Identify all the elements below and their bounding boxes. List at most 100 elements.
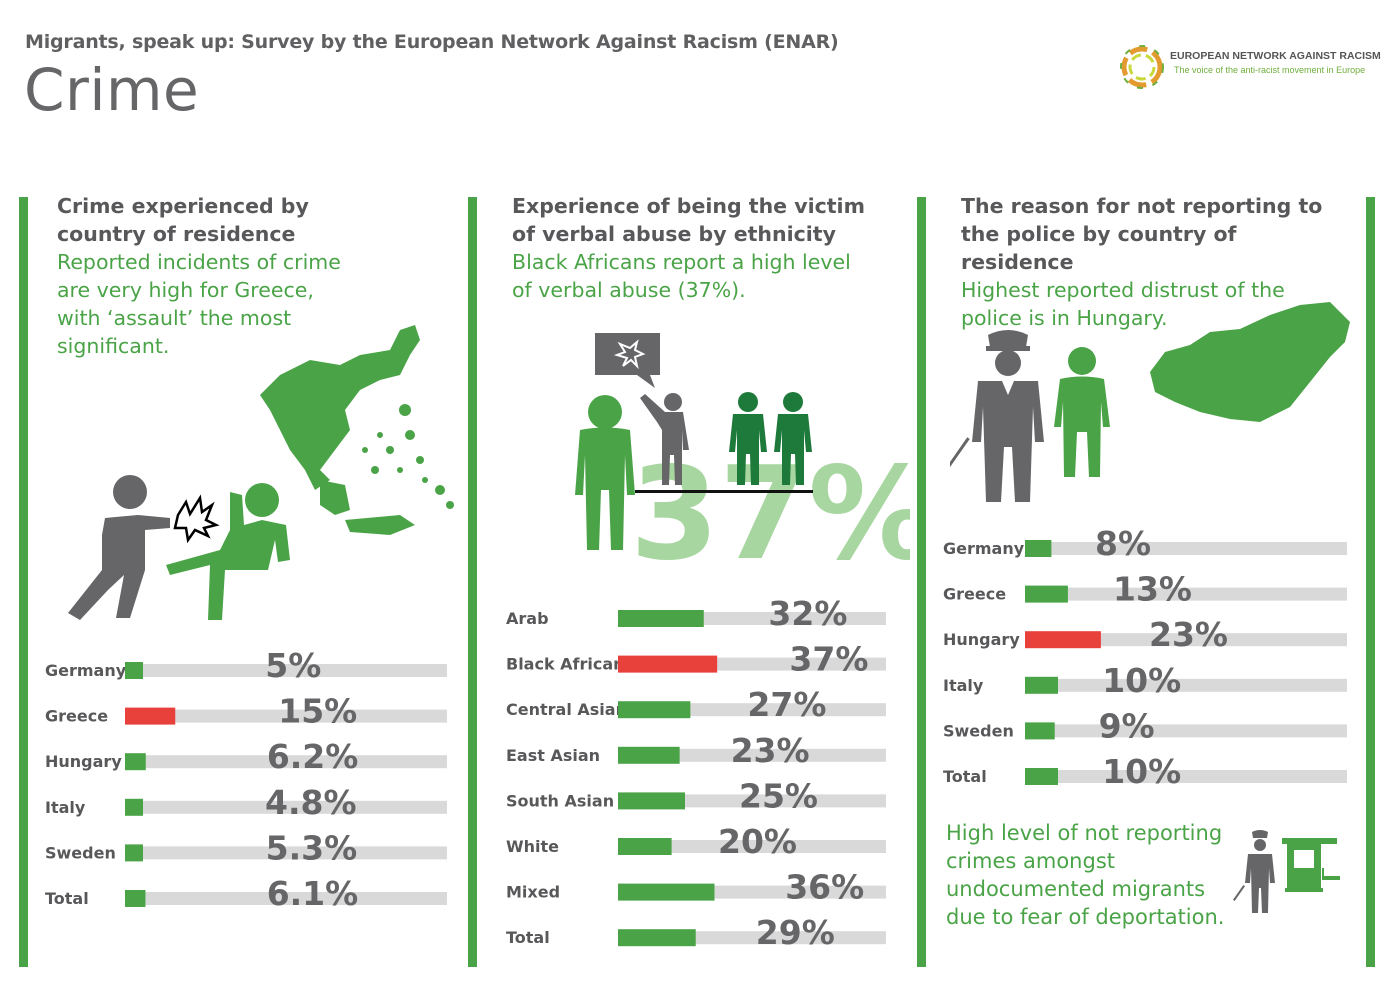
page-title: Crime <box>24 56 200 124</box>
category-label: Italy <box>943 676 984 695</box>
bar-track <box>125 846 447 860</box>
panel-2-subtitle: Black Africans report a high level of ve… <box>512 250 851 302</box>
bar-track <box>618 748 886 762</box>
hungary-map-icon <box>1150 302 1350 422</box>
bar <box>618 838 672 855</box>
bar <box>1025 585 1068 603</box>
value-label: 32% <box>768 594 847 633</box>
bar-track <box>618 840 886 853</box>
logo-name: EUROPEAN NETWORK AGAINST RACISM <box>1170 50 1381 62</box>
bar <box>1025 722 1055 740</box>
bar <box>1025 676 1058 694</box>
value-label: 10% <box>1102 752 1181 791</box>
category-label: Sweden <box>943 721 1014 740</box>
panel-3-subtitle: Highest reported distrust of the police … <box>961 278 1285 330</box>
value-label: 13% <box>1113 570 1192 609</box>
value-label: 9% <box>1099 706 1155 745</box>
verbal-abuse-figures-icon <box>575 333 813 550</box>
category-label: Italy <box>45 798 86 817</box>
value-label: 6.2% <box>267 737 359 776</box>
bar <box>125 707 176 725</box>
value-label: 25% <box>739 776 818 815</box>
category-label: Arab <box>506 609 549 628</box>
category-label: Hungary <box>943 630 1020 649</box>
category-label: Germany <box>45 661 127 680</box>
category-label: Germany <box>943 539 1025 558</box>
bar-track <box>125 800 447 814</box>
panel-3-heading: The reason for not reporting to the poli… <box>961 192 1351 332</box>
bar <box>125 662 143 679</box>
value-label: 4.8% <box>265 783 357 822</box>
panel-divider-1 <box>19 197 28 967</box>
panel-1-subtitle: Reported incidents of crime are very hig… <box>57 250 341 358</box>
category-label: East Asian <box>506 746 600 765</box>
assault-figures-icon <box>68 475 290 620</box>
deportation-note: High level of not reporting crimes among… <box>946 821 1225 929</box>
bar-track <box>1025 678 1347 692</box>
bar <box>618 701 691 719</box>
police-officer-icon <box>950 330 1110 502</box>
bar <box>125 753 146 771</box>
bar-track <box>125 892 447 905</box>
bar <box>618 883 715 901</box>
value-label: 36% <box>785 868 864 907</box>
category-label: Greece <box>943 585 1006 604</box>
panel-2-title: Experience of being the victim of verbal… <box>512 194 865 246</box>
value-label: 20% <box>718 822 797 861</box>
panel-divider-3 <box>917 197 926 967</box>
bar <box>125 844 143 862</box>
bar <box>618 746 680 764</box>
bar <box>125 890 146 907</box>
bar <box>125 798 143 816</box>
bar-track <box>125 755 447 769</box>
category-label: Total <box>45 889 89 908</box>
value-label: 10% <box>1102 661 1181 700</box>
bar-track <box>1025 724 1347 738</box>
value-label: 15% <box>278 692 357 731</box>
border-guard-icon <box>1233 830 1340 913</box>
bar <box>618 610 704 627</box>
bar-track <box>1025 542 1347 555</box>
chart-3-svg: Germany 8% Greece 13% Hungary 23% Italy 10% Swed… <box>943 525 1347 791</box>
chart-1-svg: Germany 5% Greece 15% Hungary 6.2% Italy 4.8% Sw… <box>45 646 447 913</box>
bar-track <box>1025 770 1347 783</box>
panel-divider-4 <box>1366 197 1375 967</box>
enar-logo-icon <box>1120 45 1164 89</box>
category-label: Sweden <box>45 843 116 862</box>
category-label: White <box>506 837 559 856</box>
category-label: South Asian <box>506 791 614 810</box>
chart-verbal-abuse-by-ethnicity: Arab 32% Black African 37% Central Asian 27% E… <box>500 592 900 957</box>
bar <box>618 929 696 947</box>
bar-track <box>1025 633 1347 647</box>
value-label: 29% <box>756 913 835 952</box>
panel-2-heading: Experience of being the victim of verbal… <box>512 192 872 304</box>
chart-2-svg: Arab 32% Black African 37% Central Asian 27% E… <box>506 594 886 952</box>
bar-track <box>1025 587 1347 601</box>
panel-1-heading: Crime experienced by country of residenc… <box>57 192 357 360</box>
chart-crime-by-country: Germany 5% Greece 15% Hungary 6.2% Italy 4.8% Sw… <box>40 645 460 920</box>
panel-3-title: The reason for not reporting to the poli… <box>961 194 1323 274</box>
category-label: Hungary <box>45 752 122 771</box>
value-label: 27% <box>747 685 826 724</box>
value-label: 23% <box>731 731 810 770</box>
category-label: Mixed <box>506 883 560 902</box>
bar <box>1025 768 1058 785</box>
chart-not-reporting-by-country: Germany 8% Greece 13% Hungary 23% Italy 10% Swed… <box>938 525 1358 800</box>
category-label: Central Asian <box>506 700 627 719</box>
category-label: Black African <box>506 655 625 674</box>
header-subtitle: Migrants, speak up: Survey by the Europe… <box>25 31 839 53</box>
bar <box>1025 631 1101 649</box>
category-label: Greece <box>45 707 108 726</box>
panel-divider-2 <box>468 197 477 967</box>
bar <box>1025 540 1052 557</box>
greece-map-icon <box>260 325 454 535</box>
value-label: 8% <box>1095 525 1151 563</box>
bar-track <box>125 709 447 723</box>
logo-tagline: The voice of the anti-racist movement in… <box>1174 65 1366 75</box>
value-label: 5.3% <box>266 828 358 867</box>
bar <box>618 792 685 810</box>
value-label: 37% <box>789 640 868 679</box>
category-label: Total <box>506 928 550 947</box>
category-label: Total <box>943 767 987 786</box>
value-label: 23% <box>1149 615 1228 654</box>
